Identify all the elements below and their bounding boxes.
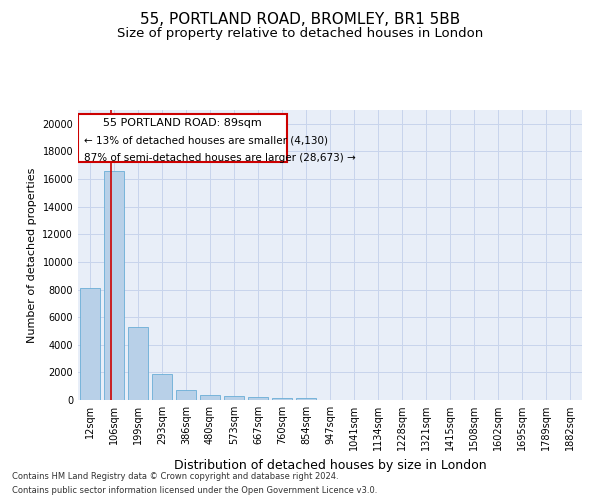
Bar	[104, 171, 124, 400]
Text: Contains HM Land Registry data © Crown copyright and database right 2024.: Contains HM Land Registry data © Crown c…	[12, 472, 338, 481]
Text: 55, PORTLAND ROAD, BROMLEY, BR1 5BB: 55, PORTLAND ROAD, BROMLEY, BR1 5BB	[140, 12, 460, 28]
Y-axis label: Number of detached properties: Number of detached properties	[27, 168, 37, 342]
Bar	[128, 327, 148, 400]
Bar	[200, 395, 220, 400]
Text: 55 PORTLAND ROAD: 89sqm: 55 PORTLAND ROAD: 89sqm	[103, 118, 262, 128]
Bar	[272, 398, 292, 400]
Bar	[224, 396, 244, 400]
X-axis label: Distribution of detached houses by size in London: Distribution of detached houses by size …	[173, 458, 487, 471]
Text: Size of property relative to detached houses in London: Size of property relative to detached ho…	[117, 28, 483, 40]
Text: Contains public sector information licensed under the Open Government Licence v3: Contains public sector information licen…	[12, 486, 377, 495]
Bar	[248, 397, 268, 400]
Bar	[152, 374, 172, 400]
Bar	[80, 288, 100, 400]
Bar	[176, 390, 196, 400]
Text: ← 13% of detached houses are smaller (4,130): ← 13% of detached houses are smaller (4,…	[83, 136, 328, 146]
Bar	[296, 398, 316, 400]
Text: 87% of semi-detached houses are larger (28,673) →: 87% of semi-detached houses are larger (…	[83, 154, 355, 164]
FancyBboxPatch shape	[79, 114, 287, 162]
